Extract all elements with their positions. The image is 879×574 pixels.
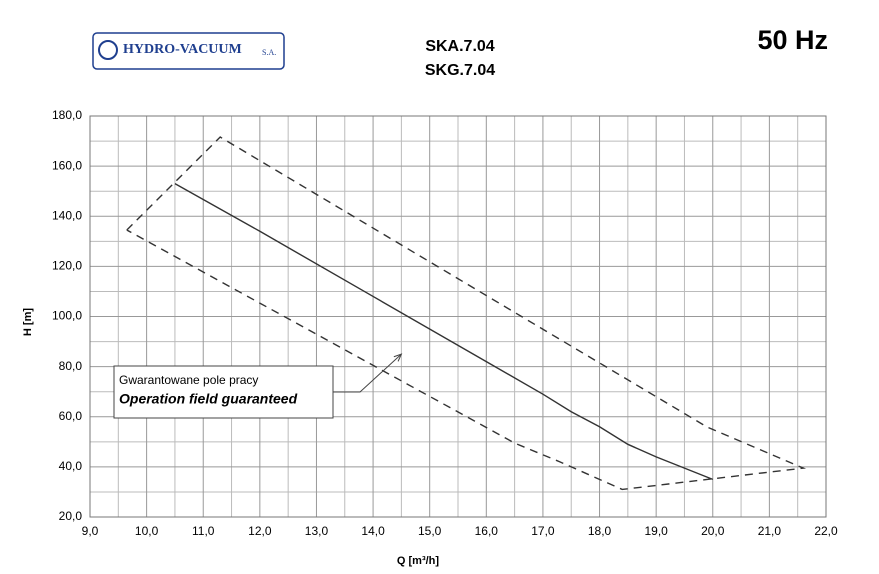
y-tick-label: 100,0	[52, 309, 82, 323]
x-tick-label: 9,0	[82, 524, 99, 538]
series-line	[126, 136, 807, 491]
x-tick-label: 12,0	[248, 524, 272, 538]
series-line	[174, 183, 714, 481]
y-tick-label: 160,0	[52, 158, 82, 172]
annotation-box	[113, 365, 334, 419]
arrow-head	[393, 353, 403, 362]
x-tick-label: 15,0	[418, 524, 442, 538]
model: SKA.7.04	[425, 38, 494, 55]
y-axis-label: H [m]	[22, 308, 34, 336]
model: SKG.7.04	[425, 62, 495, 79]
x-tick-label: 21,0	[758, 524, 782, 538]
x-axis-label: Q [m³/h]	[397, 555, 439, 567]
logo-suffix: S.A.	[262, 48, 276, 57]
logo-icon	[98, 40, 118, 60]
plot-frame	[89, 115, 827, 518]
logo-frame	[92, 32, 285, 70]
x-tick-label: 16,0	[475, 524, 499, 538]
y-tick-label: 80,0	[59, 359, 83, 373]
x-tick-label: 20,0	[701, 524, 725, 538]
x-tick-label: 13,0	[305, 524, 329, 538]
y-tick-label: 20,0	[59, 509, 83, 523]
x-tick-label: 11,0	[192, 524, 215, 538]
annotation-arrow	[333, 353, 402, 393]
logo-name: HYDRO-VACUUM	[123, 42, 242, 57]
x-tick-label: 14,0	[361, 524, 385, 538]
frequency: 50 Hz	[757, 25, 828, 55]
x-tick-label: 17,0	[531, 524, 555, 538]
y-tick-label: 140,0	[52, 208, 82, 222]
x-tick-label: 19,0	[644, 524, 668, 538]
x-tick-label: 10,0	[135, 524, 159, 538]
y-tick-label: 40,0	[59, 459, 83, 473]
y-tick-label: 120,0	[52, 259, 82, 273]
x-tick-label: 18,0	[588, 524, 612, 538]
annotation-text: Gwarantowane pole pracy	[119, 373, 258, 387]
x-tick-label: 22,0	[814, 524, 838, 538]
annotation-text: Operation field guaranteed	[119, 391, 298, 407]
y-tick-label: 60,0	[59, 409, 83, 423]
y-tick-label: 180,0	[52, 108, 82, 122]
